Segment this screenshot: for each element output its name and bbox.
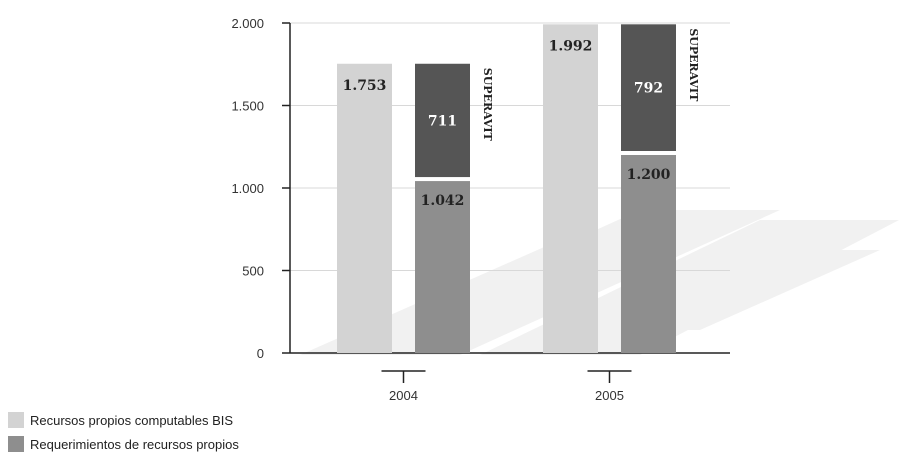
watermark-stripe — [620, 250, 880, 330]
bar-label-requerimientos: 1.200 — [627, 167, 671, 183]
x-tick-label: 2005 — [595, 388, 624, 403]
bars: 1.753 1.042 711 SUPERAVIT 1.992 1.200 792 SUPER… — [337, 24, 700, 353]
bar-label-recursos: 1.753 — [343, 78, 387, 94]
x-axis: 2004 2005 — [381, 370, 632, 403]
bar-recursos — [337, 63, 392, 353]
y-tick-label: 500 — [242, 264, 264, 279]
superavit-label: SUPERAVIT — [481, 68, 494, 142]
x-tick-label: 2004 — [389, 388, 418, 403]
bar-requerimientos — [415, 181, 470, 353]
legend-label-recursos: Recursos propios computables BIS — [30, 412, 234, 428]
y-tick-label: 1.000 — [231, 181, 264, 196]
y-tick-label: 1.500 — [231, 99, 264, 114]
bar-label-requerimientos: 1.042 — [421, 193, 465, 209]
y-tick-label: 2.000 — [231, 16, 264, 31]
superavit-label: SUPERAVIT — [687, 28, 700, 102]
bar-label-superavit: 792 — [634, 81, 663, 97]
legend: Recursos propios computables BIS Requeri… — [8, 408, 239, 456]
bar-superavit — [415, 63, 470, 178]
legend-item-recursos: Recursos propios computables BIS — [8, 408, 239, 432]
bar-superavit — [621, 24, 676, 151]
y-tick-label: 0 — [257, 346, 264, 361]
bar-recursos — [543, 24, 598, 353]
legend-swatch-requerimientos — [8, 436, 24, 452]
legend-item-requerimientos: Requerimientos de recursos propios — [8, 432, 239, 456]
bar-label-superavit: 711 — [428, 113, 457, 129]
legend-label-requerimientos: Requerimientos de recursos propios — [30, 436, 239, 452]
bar-requerimientos — [621, 155, 676, 353]
bar-label-recursos: 1.992 — [549, 38, 593, 54]
legend-swatch-recursos — [8, 412, 24, 428]
